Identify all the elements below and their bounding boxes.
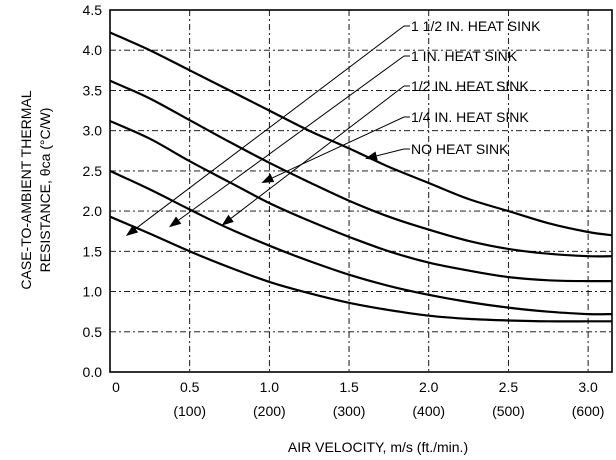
- x-tick-label: 2.0: [419, 379, 439, 395]
- callout-arrowhead-1-1-2-in-heat-sink: [125, 225, 139, 236]
- y-tick-label: 2.5: [83, 163, 103, 179]
- callout-leader-1-in-heat-sink: [178, 55, 405, 221]
- series-callouts: NO HEAT SINK 1/4 IN. HEAT SINK 1/2 IN. HEA…: [125, 18, 541, 236]
- x-tick-sublabel: (100): [173, 403, 206, 419]
- y-tick-label: 4.0: [83, 42, 103, 58]
- callout-arrowhead-1-4-in-heat-sink: [261, 173, 275, 183]
- x-axis-title: AIR VELOCITY, m/s (ft./min.): [288, 439, 468, 455]
- callout-leader-1-4-in-heat-sink: [272, 116, 405, 179]
- x-tick-label: 2.5: [499, 379, 519, 395]
- y-axis-title-line2: RESISTANCE, θca (°C/W): [37, 108, 53, 273]
- callout-arrowhead-1-2-in-heat-sink: [221, 214, 234, 226]
- y-tick-label: 3.0: [83, 123, 103, 139]
- callout-leader-1-2-in-heat-sink: [230, 85, 405, 219]
- x-tick-label: 0: [112, 379, 120, 395]
- series-line-1-2-in-heat-sink: [109, 119, 613, 283]
- series-lines: [109, 31, 613, 323]
- x-tick-label: 3.0: [578, 379, 598, 395]
- callout-leader-no-heat-sink: [376, 148, 405, 157]
- x-tick-sublabel: (300): [333, 403, 366, 419]
- y-tick-label: 3.5: [83, 82, 103, 98]
- y-axis-title-line1: CASE-TO-AMBIENT THERMAL: [18, 90, 34, 289]
- plot-frame: [109, 9, 613, 373]
- y-tick-labels: 0.0 0.5 1.0 1.5 2.0 2.5 3.0 3.5 4.0 4.5: [83, 2, 103, 380]
- series-line-1-4-in-heat-sink: [109, 79, 613, 258]
- callout-arrowhead-1-in-heat-sink: [169, 216, 182, 228]
- series-label-1-2-in-heat-sink: 1/2 IN. HEAT SINK: [411, 78, 529, 94]
- x-tick-sublabel: (600): [572, 403, 605, 419]
- y-tick-label: 1.5: [83, 243, 103, 259]
- series-label-1-1-2-in-heat-sink: 1 1/2 IN. HEAT SINK: [411, 18, 541, 34]
- x-tick-sublabel: (400): [412, 403, 445, 419]
- y-tick-label: 0.5: [83, 324, 103, 340]
- x-tick-label: 1.5: [339, 379, 359, 395]
- series-label-no-heat-sink: NO HEAT SINK: [411, 141, 509, 157]
- x-tick-label: 0.5: [180, 379, 200, 395]
- y-tick-label: 0.0: [83, 364, 103, 380]
- y-tick-label: 1.0: [83, 284, 103, 300]
- series-label-1-in-heat-sink: 1 IN. HEAT SINK: [411, 48, 518, 64]
- y-tick-label: 4.5: [83, 2, 103, 18]
- x-tick-labels: 0 0.5 (100) 1.0 (200) 1.5 (300) 2.0 (400) 2.5 (500…: [112, 379, 604, 419]
- y-tick-label: 2.0: [83, 203, 103, 219]
- series-line-1-1-2-in-heat-sink: [109, 215, 612, 323]
- series-line-1-in-heat-sink: [109, 169, 613, 316]
- callout-leader-1-1-2-in-heat-sink: [135, 25, 405, 230]
- series-label-1-4-in-heat-sink: 1/4 IN. HEAT SINK: [411, 109, 529, 125]
- x-tick-label: 1.0: [260, 379, 280, 395]
- x-tick-sublabel: (500): [492, 403, 525, 419]
- x-tick-sublabel: (200): [253, 403, 286, 419]
- callout-arrowhead-no-heat-sink: [365, 151, 378, 161]
